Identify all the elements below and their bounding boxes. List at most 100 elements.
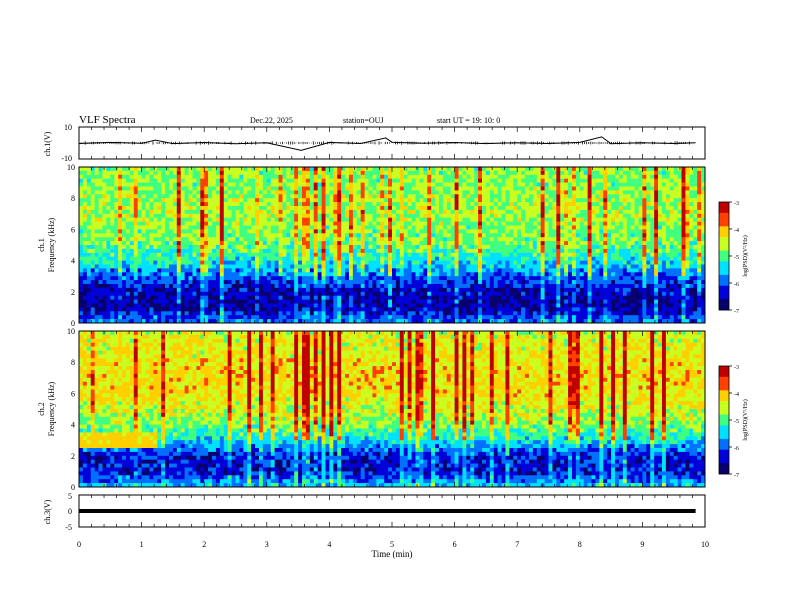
spectrogram-cell xyxy=(227,260,232,265)
spectrogram-cell xyxy=(219,245,225,250)
spectrogram-cell xyxy=(642,217,647,222)
spectrogram-cell xyxy=(380,194,385,199)
spectrogram-cell xyxy=(395,198,401,203)
spectrogram-cell xyxy=(290,198,295,203)
spectrogram-cell xyxy=(595,237,600,242)
spectrogram-cell xyxy=(458,225,463,230)
spectrogram-cell xyxy=(489,256,495,261)
spectrogram-cell xyxy=(313,182,318,187)
spectrogram-cell xyxy=(650,260,655,265)
spectrogram-cell xyxy=(251,217,256,222)
spectrogram-cell xyxy=(106,217,111,222)
spectrogram-cell xyxy=(153,256,158,261)
spectrogram-cell xyxy=(399,260,405,265)
spectrogram-cell xyxy=(125,206,131,211)
spectrogram-cell xyxy=(345,182,350,187)
spectrogram-cell xyxy=(450,213,455,218)
spectrogram-cell xyxy=(532,170,538,176)
spectrogram-cell xyxy=(348,194,354,199)
spectrogram-cell xyxy=(462,202,467,207)
spectrogram-cell xyxy=(435,182,440,187)
spectrogram-cell xyxy=(212,276,217,281)
spectrogram-cell xyxy=(450,182,455,187)
spectrogram-cell xyxy=(677,245,682,250)
spectrogram-cell xyxy=(442,206,448,211)
spectrogram-cell xyxy=(689,233,694,238)
spectrogram-cell xyxy=(309,213,315,218)
spectrogram-cell xyxy=(646,233,651,238)
spectrogram-cell xyxy=(399,233,405,238)
spectrogram-cell xyxy=(200,202,205,207)
spectrogram-cell xyxy=(313,264,318,269)
spectrogram-cell xyxy=(513,190,518,195)
spectrogram-cell xyxy=(513,248,518,254)
spectrogram-cell xyxy=(454,198,459,203)
spectrogram-cell xyxy=(478,276,483,281)
spectrogram-cell xyxy=(603,209,608,215)
spectrogram-cell xyxy=(309,264,315,269)
spectrogram-cell xyxy=(86,190,92,195)
spectrogram-cell xyxy=(168,268,174,273)
spectrogram-cell xyxy=(356,178,361,183)
spectrogram-cell xyxy=(618,213,624,218)
spectrogram-cell xyxy=(309,178,315,183)
spectrogram-cell xyxy=(98,209,103,215)
spectrogram-cell xyxy=(579,167,585,172)
spectrogram-cell xyxy=(243,229,248,234)
spectrogram-cell xyxy=(450,217,455,222)
spectrogram-cell xyxy=(595,233,600,238)
spectrogram-cell xyxy=(235,198,240,203)
spectrogram-cell xyxy=(419,202,424,207)
spectrogram-cell xyxy=(106,280,111,285)
spectrogram-cell xyxy=(517,194,522,199)
spectrogram-cell xyxy=(231,170,236,176)
spectrogram-cell xyxy=(493,225,498,230)
spectrogram-cell xyxy=(380,217,385,222)
spectrogram-cell xyxy=(560,206,565,211)
spectrogram-cell xyxy=(352,260,358,265)
spectrogram-cell xyxy=(575,248,581,254)
spectrogram-cell xyxy=(184,268,189,273)
spectrogram-cell xyxy=(305,167,311,172)
spectrogram-cell xyxy=(501,174,506,179)
spectrogram-cell xyxy=(509,256,514,261)
spectrogram-cell xyxy=(372,225,377,230)
spectrogram-cell xyxy=(125,256,131,261)
spectrogram-cell xyxy=(665,276,671,281)
spectrogram-cell xyxy=(646,198,651,203)
spectrogram-cell xyxy=(392,221,397,226)
spectrogram-cell xyxy=(266,170,272,176)
spectrogram-cell xyxy=(106,229,111,234)
spectrogram-cell xyxy=(251,186,256,191)
spectrogram-cell xyxy=(321,264,326,269)
spectrogram-cell xyxy=(247,229,252,234)
spectrogram-cell xyxy=(294,190,299,195)
spectrogram-cell xyxy=(419,198,424,203)
spectrogram-cell xyxy=(227,256,232,261)
spectrogram-cell xyxy=(380,202,385,207)
spectrogram-cell xyxy=(204,202,209,207)
spectrogram-cell xyxy=(172,186,178,191)
spectrogram-cell xyxy=(184,182,189,187)
spectrogram-cell xyxy=(642,186,647,191)
spectrogram-cell xyxy=(579,174,585,179)
spectrogram-cell xyxy=(615,217,620,222)
spectrogram-cell xyxy=(251,206,256,211)
spectrogram-cell xyxy=(544,186,549,191)
spectrogram-cell xyxy=(525,178,530,183)
spectrogram-cell xyxy=(521,217,526,222)
spectrogram-cell xyxy=(388,209,393,215)
spectrogram-cell xyxy=(98,237,103,242)
spectrogram-cell xyxy=(149,186,154,191)
spectrogram-cell xyxy=(568,272,573,277)
spectrogram-cell xyxy=(419,225,424,230)
spectrogram-cell xyxy=(114,241,119,246)
spectrogram-cell xyxy=(192,248,197,254)
spectrogram-cell xyxy=(223,202,228,207)
spectrogram-cell xyxy=(294,186,299,191)
spectrogram-cell xyxy=(630,256,635,261)
spectrogram-cell xyxy=(431,256,436,261)
spectrogram-cell xyxy=(395,182,401,187)
spectrogram-cell xyxy=(575,229,581,234)
spectrogram-cell xyxy=(219,206,225,211)
